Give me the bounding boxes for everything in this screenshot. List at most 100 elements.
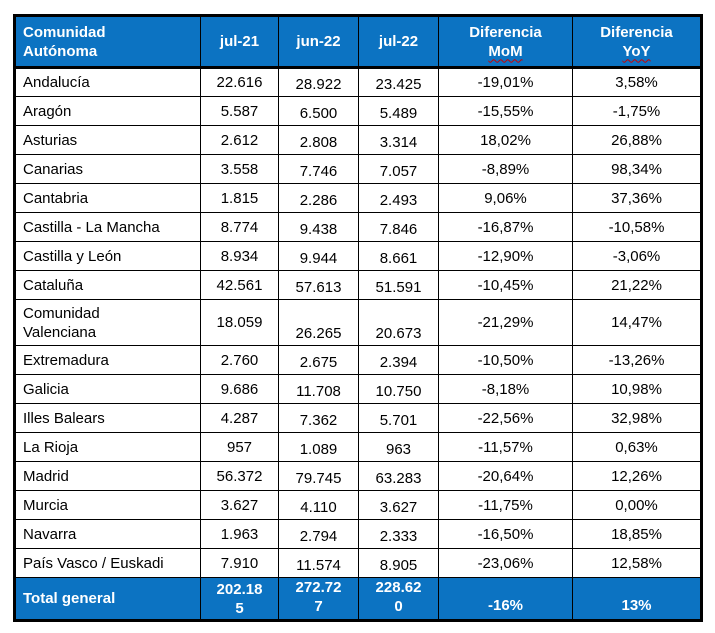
diff-mom-value: -10,50% <box>438 345 573 375</box>
jul22-value: 5.489 <box>358 96 439 126</box>
diff-yoy-value: -13,26% <box>572 345 702 375</box>
spreadsheet-table-region: Comunidad Autónoma jul-21 jun-22 jul-22 … <box>13 14 703 622</box>
jul21-value: 2.612 <box>200 125 279 155</box>
region-cell: Canarias <box>14 154 201 184</box>
jun22-value: 4.110 <box>278 490 359 520</box>
total-jul22-number: 228.620 <box>375 579 422 615</box>
diff-yoy-value: 12,58% <box>572 548 702 578</box>
region-label: Comunidad Valenciana <box>23 304 100 341</box>
jul22-value: 8.905 <box>358 548 439 578</box>
diff-yoy-value: -3,06% <box>572 241 702 271</box>
region-cell: Madrid <box>14 461 201 491</box>
jul21-value: 22.616 <box>200 67 279 97</box>
region-cell: Andalucía <box>14 67 201 97</box>
region-cell: Illes Balears <box>14 403 201 433</box>
diff-yoy-value: 26,88% <box>572 125 702 155</box>
region-cell: Aragón <box>14 96 201 126</box>
total-jul21-number: 202.185 <box>216 580 263 617</box>
jul21-value: 7.910 <box>200 548 279 578</box>
jun22-value: 6.500 <box>278 96 359 126</box>
region-cell: Asturias <box>14 125 201 155</box>
diff-mom-value: -11,75% <box>438 490 573 520</box>
jul21-value: 5.587 <box>200 96 279 126</box>
jul22-value: 963 <box>358 432 439 462</box>
region-cell: La Rioja <box>14 432 201 462</box>
total-jul21-value: 202.185 <box>200 577 279 621</box>
jul21-value: 8.934 <box>200 241 279 271</box>
region-cell: Murcia <box>14 490 201 520</box>
region-cell: Galicia <box>14 374 201 404</box>
header-region-label: Comunidad Autónoma <box>23 23 106 60</box>
jun22-value: 2.286 <box>278 183 359 213</box>
table-row: Cataluña 42.561 57.613 51.591 -10,45% 21… <box>14 270 702 300</box>
jul21-value: 2.760 <box>200 345 279 375</box>
diff-mom-value: -11,57% <box>438 432 573 462</box>
region-cell: Castilla - La Mancha <box>14 212 201 242</box>
diff-mom-value: -21,29% <box>438 299 573 346</box>
jun22-value: 2.808 <box>278 125 359 155</box>
region-cell: Navarra <box>14 519 201 549</box>
total-diff-yoy-value: 13% <box>572 577 702 621</box>
jun22-value: 2.794 <box>278 519 359 549</box>
diff-mom-value: 9,06% <box>438 183 573 213</box>
header-cell-jul22: jul-22 <box>358 15 439 69</box>
table-row: Murcia 3.627 4.110 3.627 -11,75% 0,00% <box>14 490 702 520</box>
diff-yoy-value: 32,98% <box>572 403 702 433</box>
total-diff-mom-value: -16% <box>438 577 573 621</box>
pivot-table: Comunidad Autónoma jul-21 jun-22 jul-22 … <box>13 14 703 622</box>
diff-mom-line2-spellcheck: MoM <box>488 42 523 60</box>
jun22-value: 9.438 <box>278 212 359 242</box>
table-row: Andalucía 22.616 28.922 23.425 -19,01% 3… <box>14 67 702 97</box>
diff-mom-value: -8,18% <box>438 374 573 404</box>
table-row: Comunidad Valenciana 18.059 26.265 20.67… <box>14 299 702 346</box>
total-label-cell: Total general <box>14 577 201 621</box>
jul21-value: 9.686 <box>200 374 279 404</box>
jul21-value: 42.561 <box>200 270 279 300</box>
jul21-value: 3.627 <box>200 490 279 520</box>
diff-mom-value: 18,02% <box>438 125 573 155</box>
diff-mom-value: -16,87% <box>438 212 573 242</box>
jul21-value: 957 <box>200 432 279 462</box>
jul22-value: 5.701 <box>358 403 439 433</box>
jun22-value: 28.922 <box>278 67 359 97</box>
jul21-value: 3.558 <box>200 154 279 184</box>
header-cell-diff-yoy: Diferencia YoY <box>572 15 702 69</box>
table-row: Navarra 1.963 2.794 2.333 -16,50% 18,85% <box>14 519 702 549</box>
jul22-value: 7.846 <box>358 212 439 242</box>
diff-yoy-value: 98,34% <box>572 154 702 184</box>
header-cell-region: Comunidad Autónoma <box>14 15 201 69</box>
diff-yoy-line1: Diferencia <box>600 23 673 41</box>
diff-mom-value: -16,50% <box>438 519 573 549</box>
header-cell-diff-mom: Diferencia MoM <box>438 15 573 69</box>
jun22-value: 2.675 <box>278 345 359 375</box>
region-cell: Cataluña <box>14 270 201 300</box>
table-row: País Vasco / Euskadi 7.910 11.574 8.905 … <box>14 548 702 578</box>
diff-mom-value: -15,55% <box>438 96 573 126</box>
jun22-value: 7.362 <box>278 403 359 433</box>
diff-mom-value: -23,06% <box>438 548 573 578</box>
table-row: Castilla y León 8.934 9.944 8.661 -12,90… <box>14 241 702 271</box>
jun22-value: 79.745 <box>278 461 359 491</box>
table-body: Andalucía 22.616 28.922 23.425 -19,01% 3… <box>14 67 702 621</box>
table-row: Castilla - La Mancha 8.774 9.438 7.846 -… <box>14 212 702 242</box>
total-jul22-value: 228.620 <box>358 577 439 621</box>
diff-mom-value: -19,01% <box>438 67 573 97</box>
jul21-value: 18.059 <box>200 299 279 346</box>
jun22-value: 7.746 <box>278 154 359 184</box>
table-row: Asturias 2.612 2.808 3.314 18,02% 26,88% <box>14 125 702 155</box>
total-jun22-number: 272.727 <box>295 579 342 615</box>
table-row: Madrid 56.372 79.745 63.283 -20,64% 12,2… <box>14 461 702 491</box>
jul22-value: 3.314 <box>358 125 439 155</box>
total-jun22-value: 272.727 <box>278 577 359 621</box>
header-cell-jun22: jun-22 <box>278 15 359 69</box>
diff-yoy-value: 14,47% <box>572 299 702 346</box>
jul22-value: 63.283 <box>358 461 439 491</box>
region-cell: Comunidad Valenciana <box>14 299 201 346</box>
diff-yoy-value: 12,26% <box>572 461 702 491</box>
diff-yoy-value: 3,58% <box>572 67 702 97</box>
jul22-value: 2.394 <box>358 345 439 375</box>
diff-yoy-value: -10,58% <box>572 212 702 242</box>
jul22-value: 51.591 <box>358 270 439 300</box>
diff-mom-value: -22,56% <box>438 403 573 433</box>
diff-yoy-line2-spellcheck: YoY <box>622 42 651 60</box>
